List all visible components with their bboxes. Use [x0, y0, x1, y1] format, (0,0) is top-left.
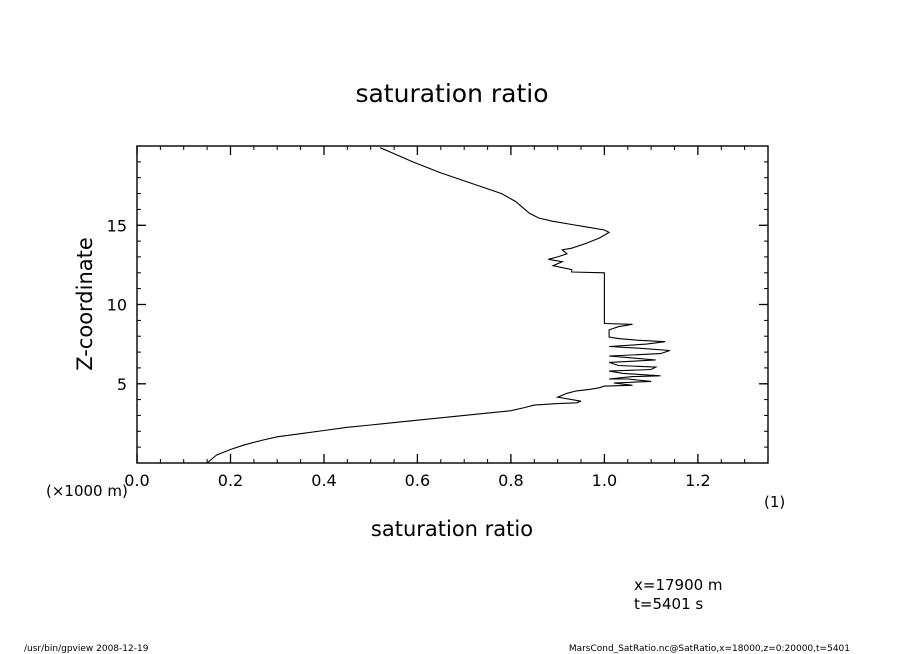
- x-unit-label: (1): [764, 493, 785, 511]
- major-ticks: [136, 146, 768, 463]
- x-tick-label-3: 0.6: [405, 471, 430, 490]
- y-tick-label-0: 5: [117, 375, 127, 394]
- x-tick-label-0: 0.0: [124, 471, 149, 490]
- y-axis-label: Z-coordinate: [73, 237, 97, 371]
- plot-frame: [136, 145, 769, 464]
- y-tick-labels: 5 10 15: [107, 216, 127, 393]
- position-annotation-t: t=5401 s: [634, 595, 703, 613]
- footer-left: /usr/bin/gpview 2008-12-19: [24, 644, 149, 654]
- x-tick-label-5: 1.0: [592, 471, 617, 490]
- x-tick-label-2: 0.4: [311, 471, 336, 490]
- series-line: [206, 147, 670, 464]
- footer-right: MarsCond_SatRatio.nc@SatRatio,x=18000,z=…: [569, 644, 850, 654]
- y-tick-label-2: 15: [107, 216, 127, 235]
- x-tick-label-1: 0.2: [218, 471, 243, 490]
- y-unit-label: (×1000 m): [46, 482, 128, 500]
- chart-title: saturation ratio: [355, 79, 548, 108]
- x-tick-labels: 0.0 0.2 0.4 0.6 0.8 1.0 1.2: [124, 471, 710, 490]
- minor-ticks: [136, 146, 769, 463]
- x-tick-label-4: 0.8: [498, 471, 523, 490]
- position-annotation-x: x=17900 m: [634, 576, 723, 594]
- x-tick-label-6: 1.2: [685, 471, 710, 490]
- x-axis-label: saturation ratio: [371, 517, 533, 541]
- y-tick-label-1: 10: [107, 296, 127, 315]
